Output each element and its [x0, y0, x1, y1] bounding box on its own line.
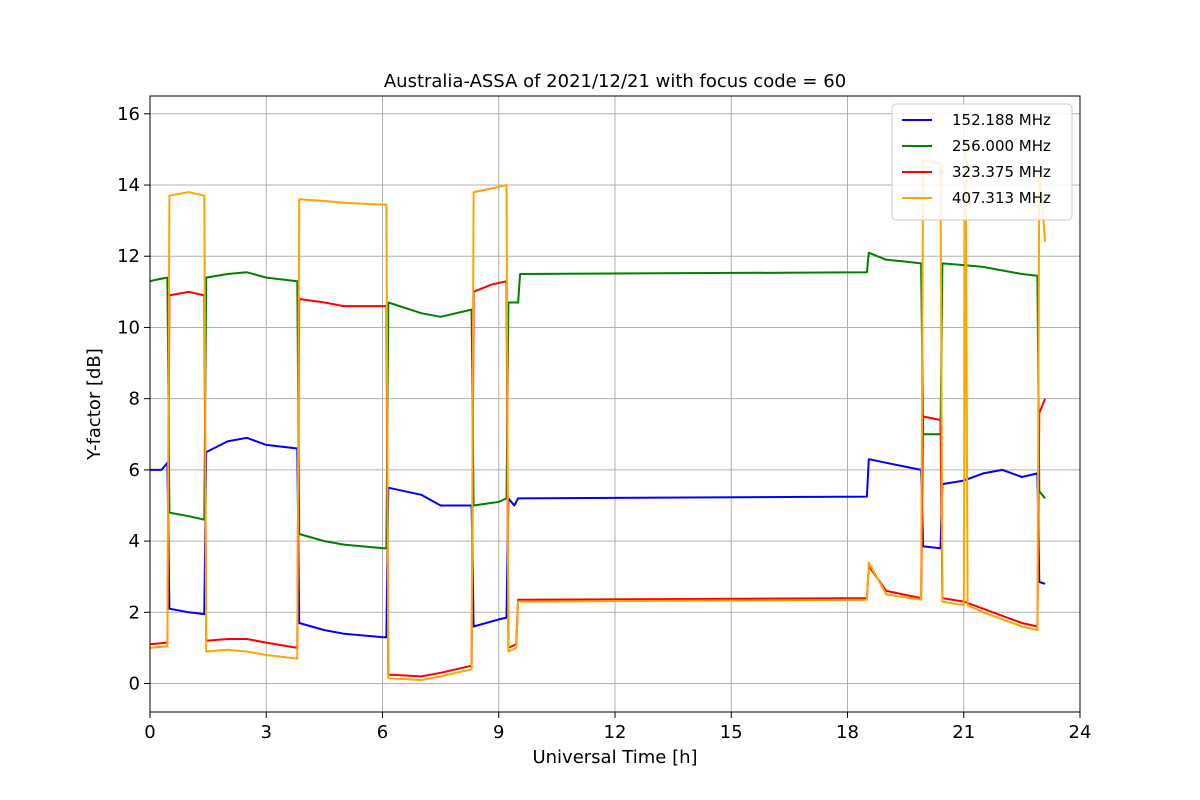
x-tick-label: 9 — [493, 722, 504, 743]
chart-title: Australia-ASSA of 2021/12/21 with focus … — [384, 71, 846, 92]
legend: 152.188 MHz 256.000 MHz 323.375 MHz 407.313… — [891, 103, 1073, 221]
y-tick-label: 8 — [129, 389, 140, 410]
y-tick-label: 0 — [129, 674, 140, 695]
legend-box — [891, 103, 1073, 221]
y-tick-label: 2 — [129, 602, 140, 623]
y-tick-label: 6 — [129, 460, 140, 481]
y-ticks: 0 2 4 6 8 10 12 14 16 — [117, 104, 150, 695]
x-ticks: 0 3 6 9 12 15 18 21 24 — [144, 712, 1091, 743]
x-tick-label: 15 — [720, 722, 743, 743]
x-tick-label: 12 — [604, 722, 627, 743]
y-tick-label: 14 — [117, 175, 140, 196]
y-axis-label: Y-factor [dB] — [84, 348, 105, 461]
y-tick-label: 12 — [117, 246, 140, 267]
legend-label-1: 152.188 MHz — [952, 111, 1051, 129]
legend-label-4: 407.313 MHz — [952, 189, 1051, 207]
series-layer — [149, 141, 1047, 681]
series-line-4 — [149, 141, 1047, 681]
legend-label-2: 256.000 MHz — [952, 137, 1051, 155]
legend-label-3: 323.375 MHz — [952, 163, 1051, 181]
x-tick-label: 6 — [377, 722, 388, 743]
y-tick-label: 16 — [117, 104, 140, 125]
x-tick-label: 3 — [261, 722, 272, 743]
y-tick-label: 4 — [129, 531, 140, 552]
x-tick-label: 21 — [952, 722, 975, 743]
series-line-2 — [149, 251, 1046, 550]
x-tick-label: 18 — [836, 722, 859, 743]
x-tick-label: 24 — [1069, 722, 1092, 743]
x-axis-label: Universal Time [h] — [532, 747, 697, 768]
y-tick-label: 10 — [117, 317, 140, 338]
x-tick-label: 0 — [144, 722, 155, 743]
